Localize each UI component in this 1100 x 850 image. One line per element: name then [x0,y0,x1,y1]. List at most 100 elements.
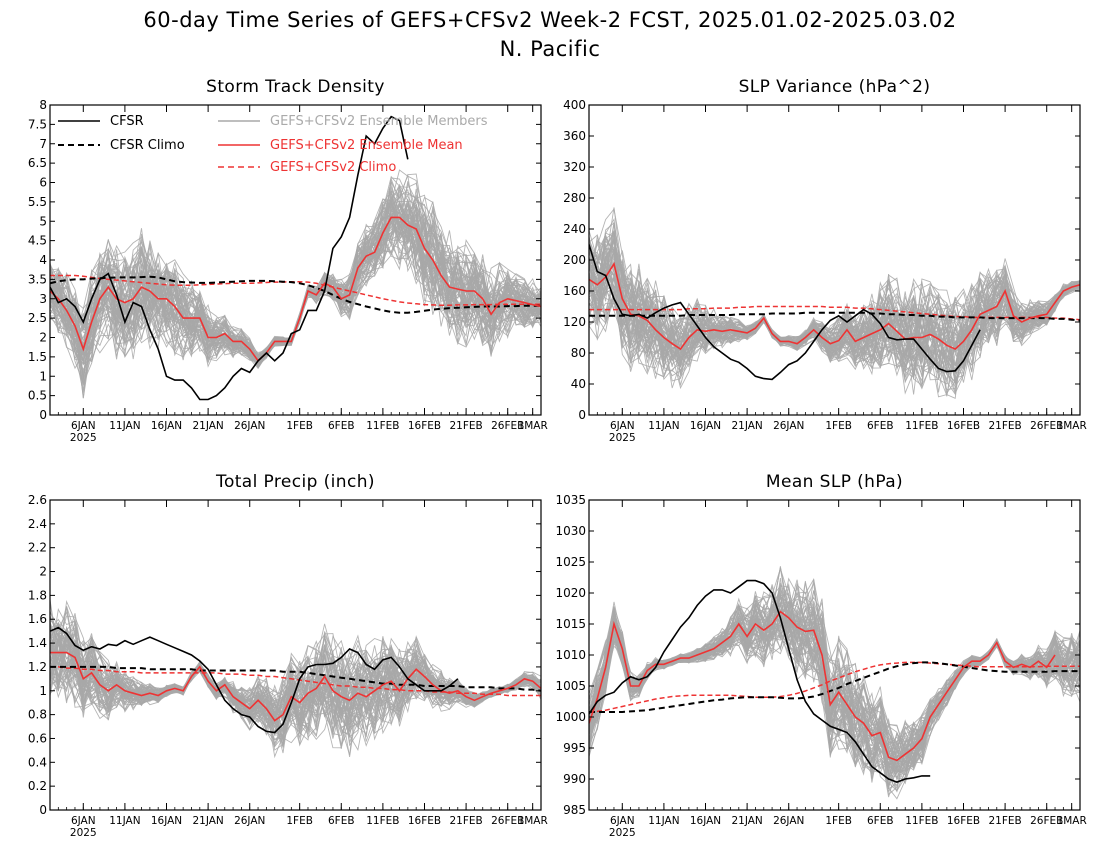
y-tick-label: 2 [39,565,47,579]
y-tick-label: 360 [563,129,586,143]
x-tick-label: 16JAN [690,420,721,432]
x-tick-label: 26JAN [234,420,265,432]
x-tick-label: 21FEB [449,815,482,827]
y-tick-label: 1.5 [28,350,47,364]
y-tick-label: 1020 [555,586,586,600]
x-tick-label: 11JAN [109,420,140,432]
x-tick-label: 21JAN [192,815,223,827]
x-year-label: 2025 [609,827,636,839]
y-tick-label: 4.5 [28,234,47,248]
panel-frame [588,104,1081,416]
plot-area [589,207,1080,399]
ensemble-member-line [50,624,541,733]
x-tick-label: 11FEB [366,420,399,432]
x-tick-label: 16JAN [151,815,182,827]
y-tick-label: 8 [39,98,47,112]
x-tick-label: 21FEB [988,815,1021,827]
x-tick-label: 6JAN [610,815,635,827]
series-line-mean [589,261,1080,351]
x-tick-label: 1MAR [518,420,548,432]
y-tick-label: 6 [39,176,47,190]
series-line-mean [50,216,541,363]
x-tick-label: 16JAN [690,815,721,827]
y-tick-label: 280 [563,191,586,205]
y-tick-label: 3 [39,292,47,306]
y-tick-label: 0.5 [28,389,47,403]
y-tick-label: 1005 [555,679,586,693]
ensemble-member-line [50,218,541,362]
chart-panel-4: Mean SLP (hPa) 985 990 995 1000 1005 1010 1015 1… [555,472,1086,839]
chart-panel-1: Storm Track Density 0 0.5 1 1.5 2 2.5 3 3.5 4 4.5 5… [28,77,548,444]
y-tick-label: 0.2 [28,779,47,793]
legend-label: GEFS+CFSv2 Ensemble Members [270,114,488,129]
series-line-climo-obs [589,661,1080,713]
y-tick-label: 0.4 [28,755,47,769]
x-tick-label: 26JAN [234,815,265,827]
ensemble-members [50,169,541,399]
y-tick-label: 985 [563,803,586,817]
x-tick-label: 1FEB [825,420,852,432]
y-tick-label: 2 [39,331,47,345]
x-tick-label: 11FEB [366,815,399,827]
y-tick-label: 1030 [555,524,586,538]
panel-title: SLP Variance (hPa^2) [739,77,931,97]
x-tick-label: 6FEB [328,815,355,827]
y-tick-label: 1010 [555,648,586,662]
y-tick-label: 0.6 [28,731,47,745]
y-tick-label: 240 [563,222,586,236]
y-tick-label: 6.5 [28,156,47,170]
x-year-label: 2025 [609,432,636,444]
x-tick-label: 6FEB [867,815,894,827]
y-tick-label: 2.2 [28,541,47,555]
y-tick-label: 1000 [555,710,586,724]
x-tick-label: 11FEB [905,815,938,827]
y-tick-label: 80 [571,346,586,360]
x-tick-label: 6JAN [71,420,96,432]
ensemble-member-line [589,262,1080,387]
y-tick-label: 2.6 [28,493,47,507]
ensemble-member-line [50,622,541,720]
y-tick-label: 0 [39,408,47,422]
y-tick-label: 0 [39,803,47,817]
x-tick-label: 16FEB [947,420,980,432]
x-tick-label: 11FEB [905,420,938,432]
y-tick-label: 995 [563,741,586,755]
x-tick-label: 1MAR [1057,420,1087,432]
x-tick-label: 6FEB [867,420,894,432]
x-tick-label: 16FEB [947,815,980,827]
series-line-observed [589,244,981,381]
series-line-climo-obs [589,311,1080,322]
x-tick-label: 1FEB [286,815,313,827]
x-tick-label: 11JAN [648,420,679,432]
x-tick-label: 16FEB [408,815,441,827]
plot-area [50,599,541,759]
y-tick-label: 0.8 [28,708,47,722]
y-tick-label: 200 [563,253,586,267]
x-year-label: 2025 [70,432,97,444]
legend-label: GEFS+CFSv2 Climo [270,160,396,175]
ensemble-member-line [589,602,1080,760]
chart-panel-2: SLP Variance (hPa^2) 0 40 80 120 160 200 240 280… [563,77,1087,444]
x-tick-label: 16JAN [151,420,182,432]
chart-subtitle: N. Pacific [500,37,601,61]
x-tick-label: 6JAN [610,420,635,432]
x-tick-label: 21FEB [988,420,1021,432]
legend-label: CFSR [110,114,144,129]
panel-title: Mean SLP (hPa) [766,472,903,492]
chart-panel-3: Total Precip (inch) 0 0.2 0.4 0.6 0.8 1 1.2 1.4 1… [28,472,548,839]
series-line-climo-obs [50,665,541,692]
legend: CFSR CFSR Climo GEFS+CFSv2 Ensemble Member… [58,114,488,175]
y-tick-label: 4 [39,253,47,267]
ensemble-members [589,207,1080,399]
y-tick-label: 120 [563,315,586,329]
x-tick-label: 6FEB [328,420,355,432]
x-tick-label: 1MAR [518,815,548,827]
x-tick-label: 21JAN [192,420,223,432]
ensemble-member-line [589,261,1080,373]
y-tick-label: 320 [563,160,586,174]
ensemble-member-line [589,629,1080,800]
x-tick-label: 26FEB [491,420,524,432]
y-tick-label: 1.8 [28,588,47,602]
y-tick-label: 0 [578,408,586,422]
